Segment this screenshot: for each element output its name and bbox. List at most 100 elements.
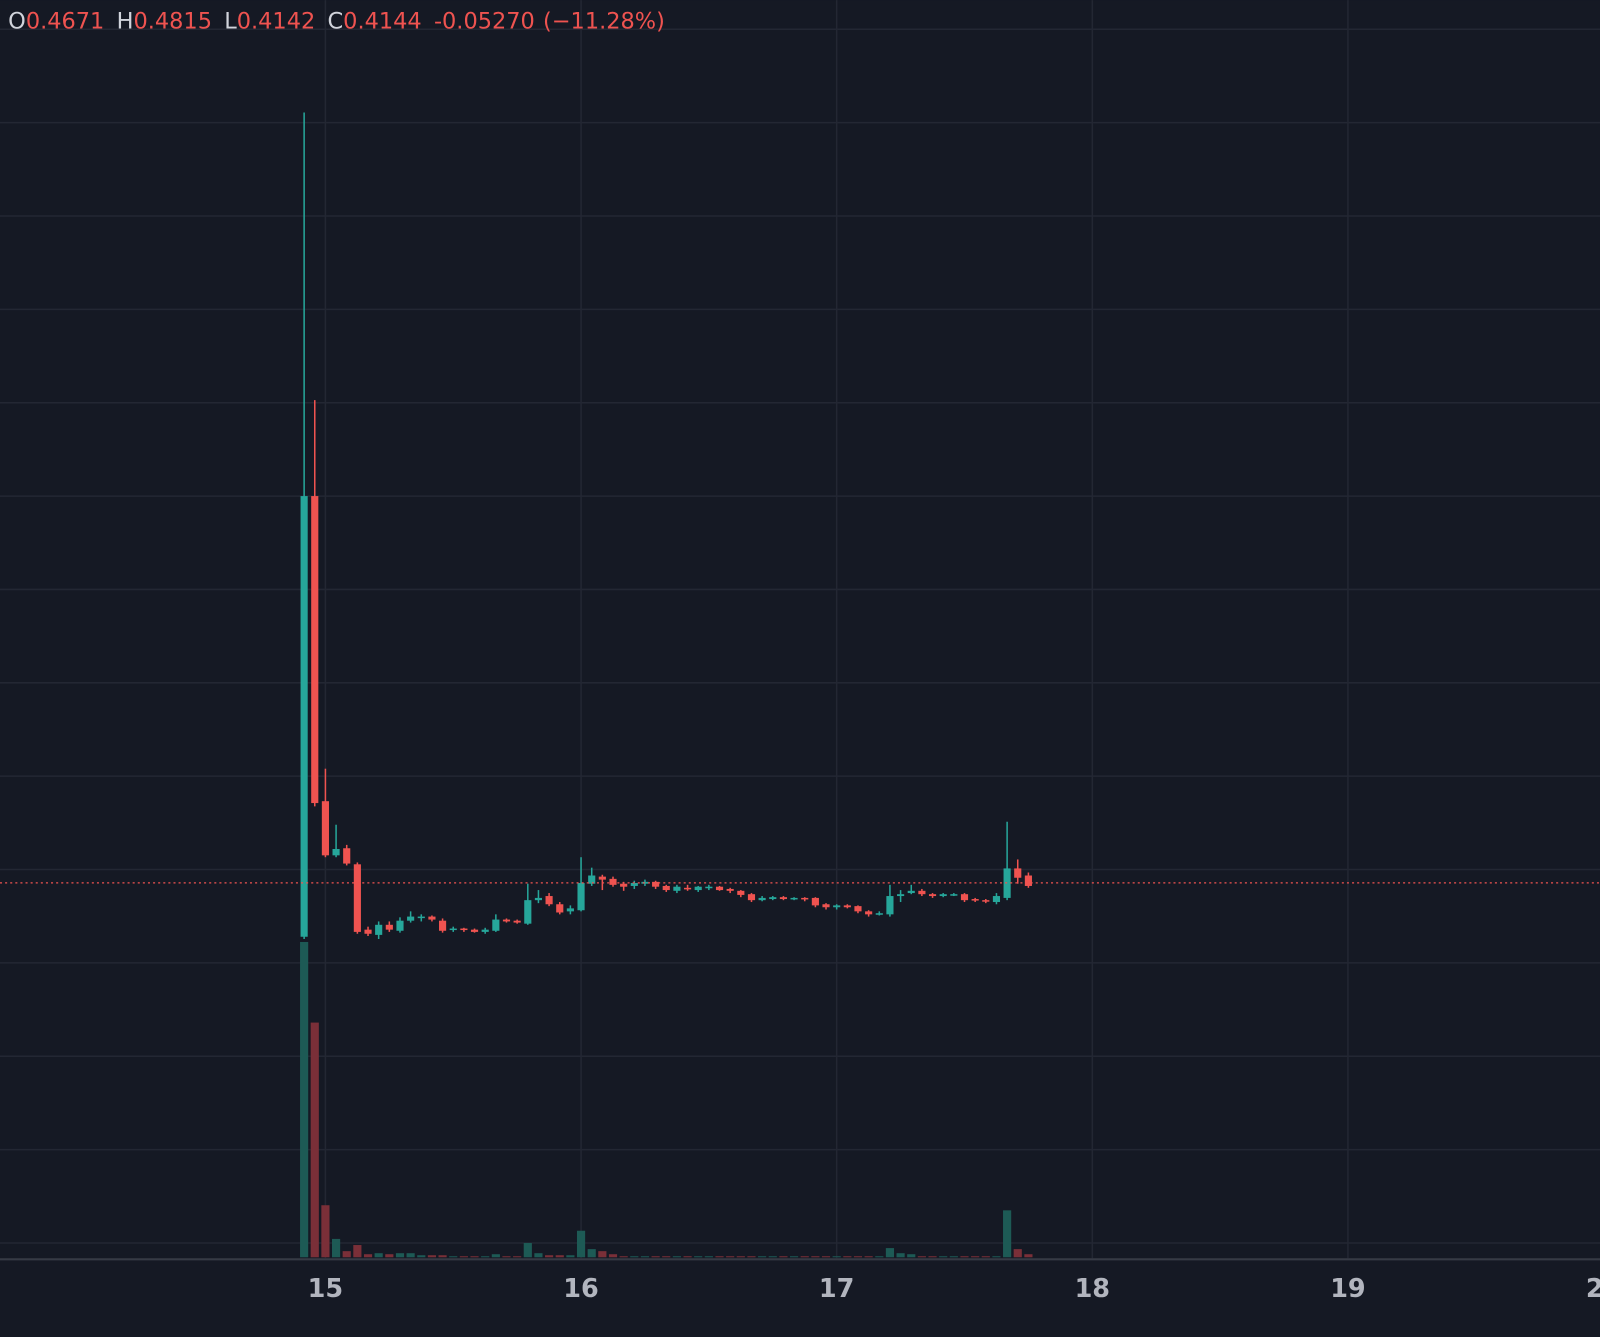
volume-bar bbox=[427, 1255, 437, 1258]
volume-bar bbox=[363, 1254, 373, 1258]
x-tick-label: 20 bbox=[1586, 1274, 1600, 1304]
volume-bar bbox=[374, 1253, 383, 1258]
legend-value: 0.4671 bbox=[26, 8, 105, 34]
candle-body bbox=[822, 904, 830, 908]
volume-bar bbox=[608, 1254, 618, 1258]
candle-body bbox=[417, 916, 425, 919]
volume-bar bbox=[619, 1256, 628, 1258]
volume-bar bbox=[981, 1256, 990, 1258]
grid bbox=[0, 0, 1600, 1259]
candle-body bbox=[577, 882, 585, 911]
candle-body bbox=[854, 906, 862, 912]
candle-body bbox=[449, 928, 457, 931]
x-tick-label: 15 bbox=[308, 1274, 344, 1304]
volume-bar bbox=[459, 1256, 468, 1258]
volume-bar bbox=[960, 1256, 969, 1258]
volume-bar bbox=[736, 1256, 745, 1258]
candle-body bbox=[385, 924, 393, 930]
volume-bar bbox=[300, 941, 309, 1258]
candle-body bbox=[300, 496, 308, 937]
volume-bar bbox=[789, 1256, 799, 1258]
candle-body bbox=[897, 894, 905, 897]
candle-body bbox=[865, 911, 873, 915]
volume-bar bbox=[417, 1255, 426, 1258]
volume-bar bbox=[768, 1256, 777, 1258]
change-percent: (−11.28%) bbox=[543, 8, 665, 34]
candle-body bbox=[684, 887, 692, 890]
volume-bar bbox=[694, 1256, 703, 1258]
volume-bar bbox=[566, 1255, 575, 1258]
volume-bar bbox=[758, 1256, 767, 1258]
volume-bar bbox=[971, 1256, 980, 1258]
candle-body bbox=[737, 890, 745, 895]
volume-bar bbox=[438, 1255, 447, 1258]
candle-body bbox=[950, 894, 958, 896]
candle-body bbox=[705, 886, 713, 889]
volume-bar bbox=[832, 1256, 841, 1258]
volume-bar bbox=[449, 1256, 458, 1258]
candle-body bbox=[758, 897, 766, 901]
candle-body bbox=[502, 919, 511, 922]
candle-body bbox=[715, 886, 724, 891]
volume-bar bbox=[875, 1256, 884, 1258]
candle-body bbox=[630, 882, 638, 886]
candle-body bbox=[801, 897, 809, 900]
volume-bar bbox=[843, 1256, 852, 1258]
volume-bar bbox=[331, 1238, 341, 1258]
volume-bar bbox=[683, 1256, 692, 1258]
volume-bar bbox=[821, 1256, 831, 1258]
volume-bar bbox=[470, 1256, 479, 1258]
legend-key: H bbox=[117, 8, 134, 34]
candle-body bbox=[321, 801, 329, 856]
candles bbox=[0, 112, 1600, 939]
legend-value: 0.4142 bbox=[237, 8, 316, 34]
volume-bar bbox=[864, 1256, 873, 1258]
ohlc-legend: O0.4671 H0.4815 L0.4142 C0.4144 -0.05270 (−11… bbox=[8, 8, 665, 34]
candle-body bbox=[811, 897, 819, 906]
volume-bar bbox=[726, 1256, 735, 1258]
candle-body bbox=[992, 896, 1001, 903]
volume-bar bbox=[555, 1255, 564, 1258]
volume-bar bbox=[395, 1253, 405, 1258]
candle-body bbox=[673, 886, 681, 891]
candle-body bbox=[364, 929, 372, 934]
volume-bar bbox=[406, 1253, 415, 1258]
candle-body bbox=[939, 894, 947, 897]
volume-bar bbox=[630, 1256, 639, 1258]
volume-bar bbox=[949, 1256, 958, 1258]
candle-body bbox=[726, 888, 734, 891]
volume-bar bbox=[1003, 1210, 1012, 1258]
volume-bar bbox=[385, 1254, 394, 1258]
volume-bar bbox=[491, 1254, 500, 1258]
candle-body bbox=[886, 896, 894, 915]
volume-bar bbox=[651, 1256, 660, 1258]
volume-bar bbox=[481, 1256, 490, 1258]
volume-bar bbox=[704, 1256, 713, 1258]
volume-bar bbox=[1024, 1254, 1033, 1258]
candle-body bbox=[545, 896, 553, 905]
candle-body bbox=[375, 924, 383, 935]
candle-body bbox=[1024, 875, 1032, 886]
candle-body bbox=[396, 920, 404, 931]
candle-body bbox=[843, 905, 851, 908]
candle-body bbox=[982, 900, 990, 902]
candle-body bbox=[790, 897, 798, 900]
volume-bar bbox=[853, 1256, 863, 1258]
volume-bar bbox=[640, 1256, 650, 1258]
candle-body bbox=[609, 878, 617, 885]
volume-bar bbox=[779, 1256, 788, 1258]
x-tick-label: 16 bbox=[563, 1274, 598, 1304]
legend-value: 0.4144 bbox=[343, 8, 422, 34]
candle-body bbox=[460, 928, 468, 931]
candle-body bbox=[311, 496, 319, 804]
candle-body bbox=[907, 890, 915, 894]
x-tick-label: 17 bbox=[819, 1274, 855, 1304]
candle-body bbox=[769, 897, 777, 900]
candle-body bbox=[1014, 868, 1022, 878]
candle-body bbox=[481, 929, 489, 932]
candle-body bbox=[428, 916, 436, 920]
legend-key: C bbox=[328, 8, 344, 34]
volume-bar bbox=[896, 1253, 905, 1258]
x-tick-label: 19 bbox=[1330, 1274, 1366, 1304]
